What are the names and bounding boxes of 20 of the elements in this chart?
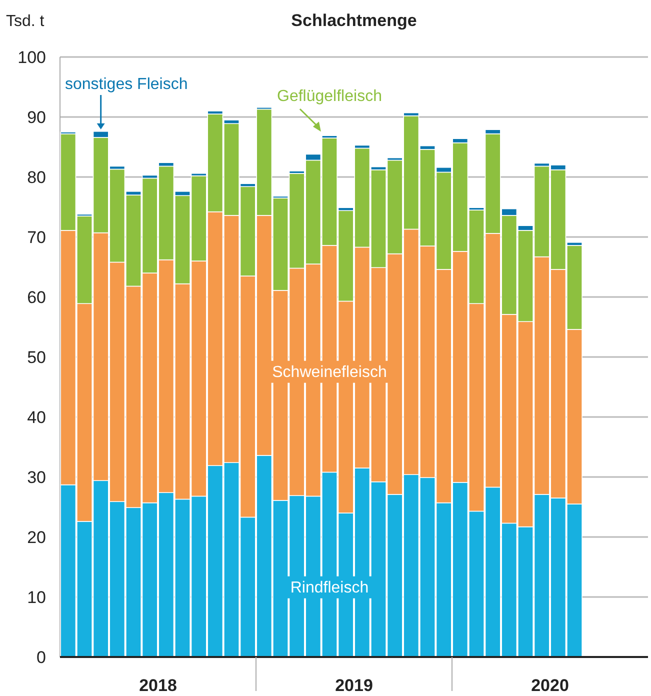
y-axis-title: Tsd. t	[6, 13, 45, 30]
series-label: sonstiges Fleisch	[65, 76, 188, 93]
text: 2020	[531, 676, 569, 695]
y-tick-label: 10	[27, 588, 46, 607]
y-tick-label: 30	[27, 468, 46, 487]
y-tick-label: 80	[27, 168, 46, 187]
y-tick-label: 40	[27, 408, 46, 427]
text: 2018	[139, 676, 177, 695]
series-label: Geflügelfleisch	[277, 88, 382, 105]
chart-title: Schlachtmenge	[291, 11, 417, 30]
y-tick-label: 20	[27, 528, 46, 547]
y-tick-label: 60	[27, 288, 46, 307]
series-label: Schweinefleisch	[272, 364, 387, 381]
y-tick-label: 90	[27, 108, 46, 127]
y-tick-label: 0	[36, 648, 46, 667]
y-tick-label: 50	[27, 348, 46, 367]
text: 2019	[335, 676, 373, 695]
series-label: Rindfleisch	[290, 579, 369, 596]
y-tick-label: 100	[18, 48, 46, 67]
y-tick-label: 70	[27, 228, 46, 247]
